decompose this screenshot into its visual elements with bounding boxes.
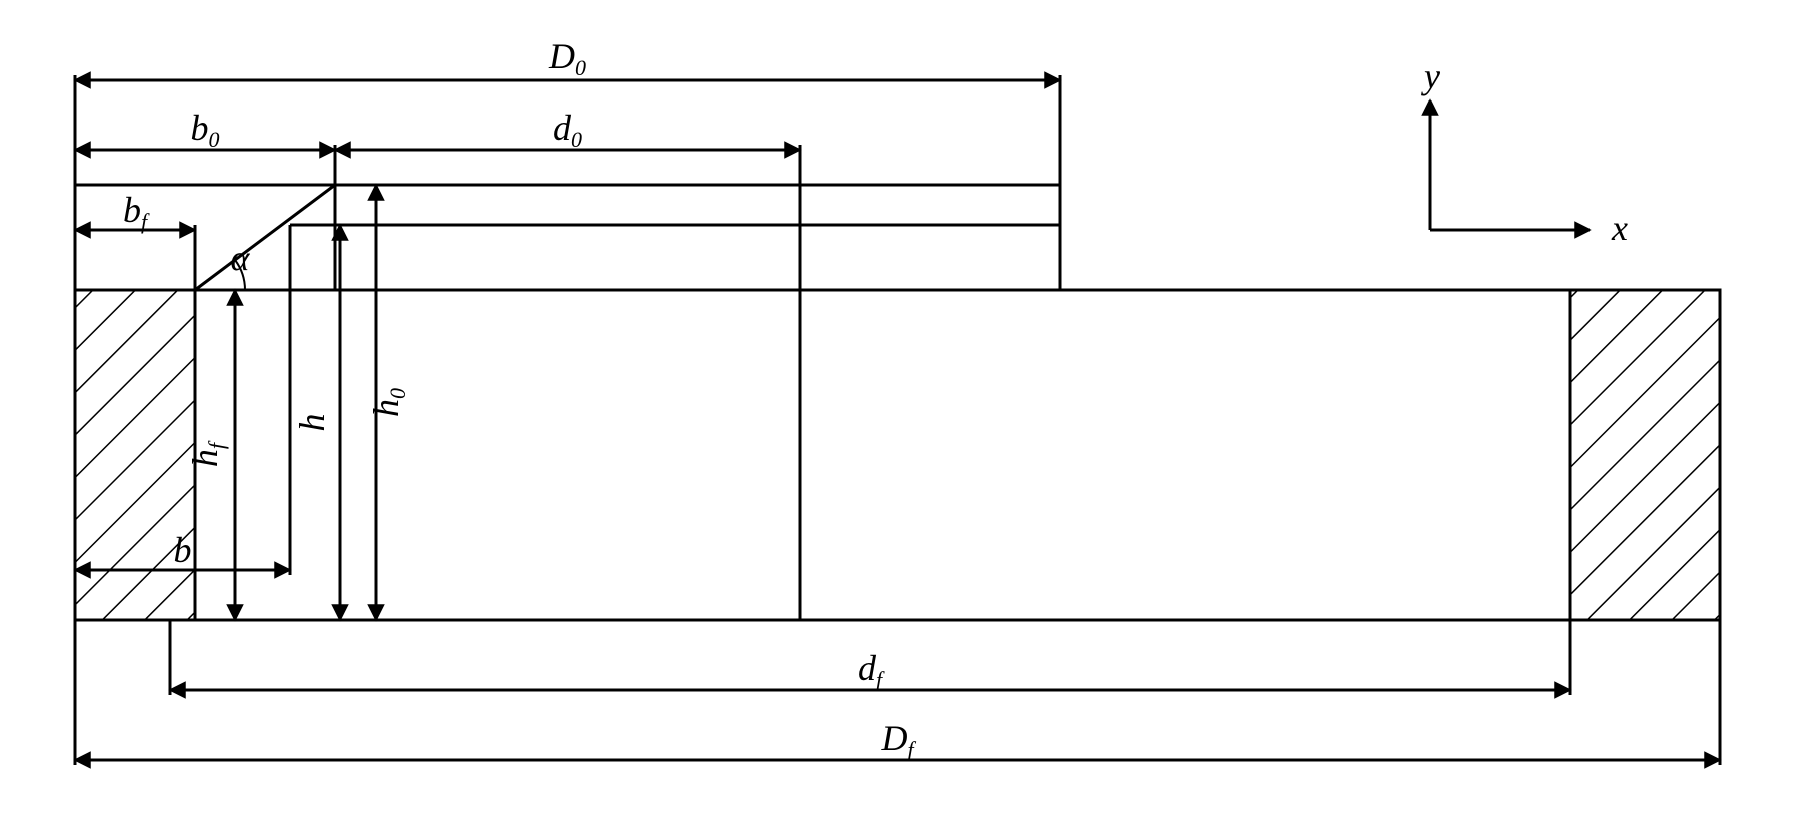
label-y-axis: y bbox=[1421, 56, 1440, 96]
die-right-hatched bbox=[1570, 290, 1720, 620]
label-h: h bbox=[292, 414, 332, 432]
billet-outline bbox=[75, 185, 1720, 620]
label-b0: b0 bbox=[191, 108, 220, 152]
label-h0: h0 bbox=[366, 388, 410, 417]
label-d0: d0 bbox=[553, 108, 582, 152]
label-b: b bbox=[174, 530, 192, 570]
label-bf: bf bbox=[123, 190, 150, 234]
label-alpha: α bbox=[231, 238, 251, 278]
label-x-axis: x bbox=[1611, 208, 1628, 248]
label-Df: Df bbox=[880, 718, 916, 762]
slope-alpha bbox=[195, 185, 335, 290]
label-D0: D0 bbox=[548, 36, 586, 80]
label-df: df bbox=[858, 648, 885, 692]
